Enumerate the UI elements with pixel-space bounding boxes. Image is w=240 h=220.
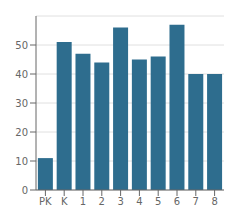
- svg-text:8: 8: [211, 196, 217, 207]
- svg-text:5: 5: [155, 196, 161, 207]
- svg-text:40: 40: [15, 69, 28, 80]
- svg-text:PK: PK: [39, 196, 52, 207]
- svg-text:4: 4: [136, 196, 142, 207]
- svg-text:0: 0: [22, 185, 28, 196]
- svg-text:7: 7: [193, 196, 199, 207]
- svg-text:20: 20: [15, 127, 28, 138]
- svg-text:30: 30: [15, 98, 28, 109]
- svg-text:1: 1: [80, 196, 86, 207]
- svg-text:50: 50: [15, 40, 28, 51]
- svg-text:2: 2: [99, 196, 105, 207]
- svg-text:K: K: [61, 196, 68, 207]
- svg-text:3: 3: [117, 196, 123, 207]
- svg-text:10: 10: [15, 156, 28, 167]
- svg-text:6: 6: [174, 196, 180, 207]
